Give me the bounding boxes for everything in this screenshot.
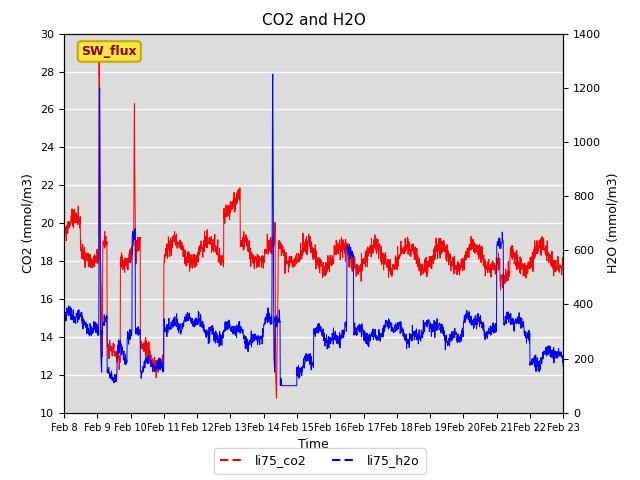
X-axis label: Time: Time	[298, 438, 329, 451]
Y-axis label: H2O (mmol/m3): H2O (mmol/m3)	[607, 173, 620, 274]
Legend: li75_co2, li75_h2o: li75_co2, li75_h2o	[214, 448, 426, 474]
Title: CO2 and H2O: CO2 and H2O	[262, 13, 365, 28]
Y-axis label: CO2 (mmol/m3): CO2 (mmol/m3)	[22, 173, 35, 273]
Text: SW_flux: SW_flux	[81, 45, 137, 58]
